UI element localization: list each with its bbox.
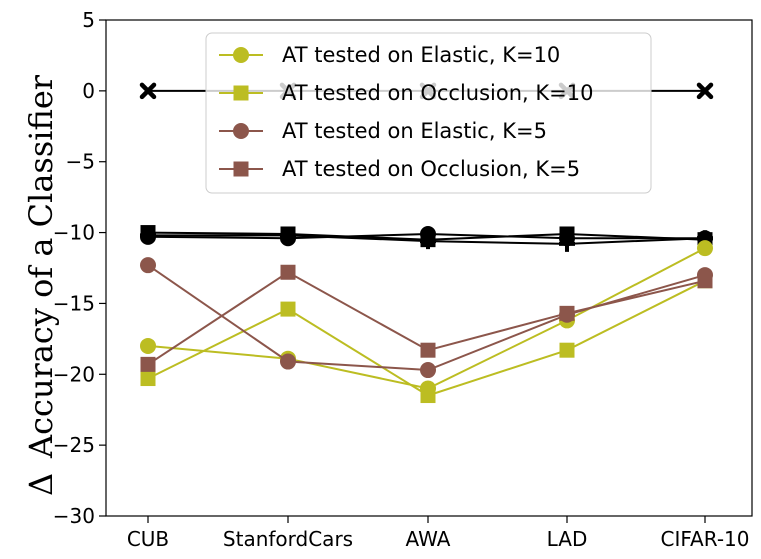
data-point [420, 342, 436, 358]
legend-item: AT tested on Elastic, K=10 [219, 43, 560, 67]
data-point [420, 388, 436, 404]
legend-label: AT tested on Elastic, K=5 [282, 119, 547, 143]
x-tick-label: StanfordCars [223, 527, 353, 551]
y-axis-label-text: Accuracy of a Classifier [22, 74, 60, 459]
y-tick-label: 5 [82, 8, 95, 32]
y-tick-label: −10 [53, 221, 95, 245]
legend-marker [233, 47, 249, 63]
series-layer [139, 82, 714, 404]
data-point [139, 82, 157, 100]
legend-marker [233, 85, 249, 101]
data-point [140, 337, 156, 354]
y-tick-label: −20 [53, 362, 95, 386]
data-point [280, 264, 296, 280]
data-point [140, 371, 156, 387]
x-axis: CUB StanfordCars AWA LAD CIFAR-10 [127, 516, 750, 551]
legend-frame [205, 32, 652, 194]
x-tick-label: AWA [406, 527, 451, 551]
data-point [559, 235, 575, 252]
y-tick-label: −15 [53, 291, 95, 315]
legend-item: AT tested on Occlusion, K=5 [219, 157, 580, 181]
legend-item: AT tested on Occlusion, K=10 [219, 81, 593, 105]
series-7 [140, 264, 713, 372]
legend-label: AT tested on Occlusion, K=10 [282, 81, 593, 105]
data-point [280, 227, 296, 244]
data-point [559, 226, 575, 242]
legend-label: AT tested on Occlusion, K=5 [282, 157, 580, 181]
data-point [140, 356, 156, 372]
y-tick-label: −25 [53, 433, 95, 457]
series-6 [140, 257, 713, 379]
legend-marker [233, 123, 249, 139]
x-tick-label: CUB [127, 527, 169, 551]
data-point [140, 227, 156, 244]
data-point [559, 305, 575, 321]
y-axis-label: Δ Accuracy of a Classifier [22, 74, 60, 496]
data-point [420, 233, 436, 250]
series-3 [140, 227, 713, 252]
y-tick-label: −5 [66, 150, 95, 174]
y-axis-label-symbol: Δ [22, 473, 60, 496]
x-tick-label: CIFAR-10 [661, 527, 750, 551]
legend: AT tested on Elastic, K=10 AT tested on O… [205, 32, 652, 194]
data-point [420, 362, 436, 379]
y-tick-label: −30 [53, 504, 95, 528]
legend-label: AT tested on Elastic, K=10 [282, 43, 560, 67]
data-point [559, 342, 575, 358]
series-line [147, 279, 706, 397]
plot-frame [105, 19, 753, 517]
x-tick-label: LAD [547, 527, 588, 551]
y-tick-label: 0 [82, 79, 95, 103]
y-axis: 5 0 −5 −10 −15 −20 −25 −30 [53, 8, 106, 528]
legend-item: AT tested on Elastic, K=5 [219, 119, 547, 143]
legend-marker [233, 161, 249, 177]
data-point [696, 82, 714, 100]
data-point [697, 240, 713, 257]
data-point [280, 301, 296, 317]
data-point [140, 257, 156, 274]
data-point [697, 273, 713, 289]
data-point [280, 353, 296, 370]
